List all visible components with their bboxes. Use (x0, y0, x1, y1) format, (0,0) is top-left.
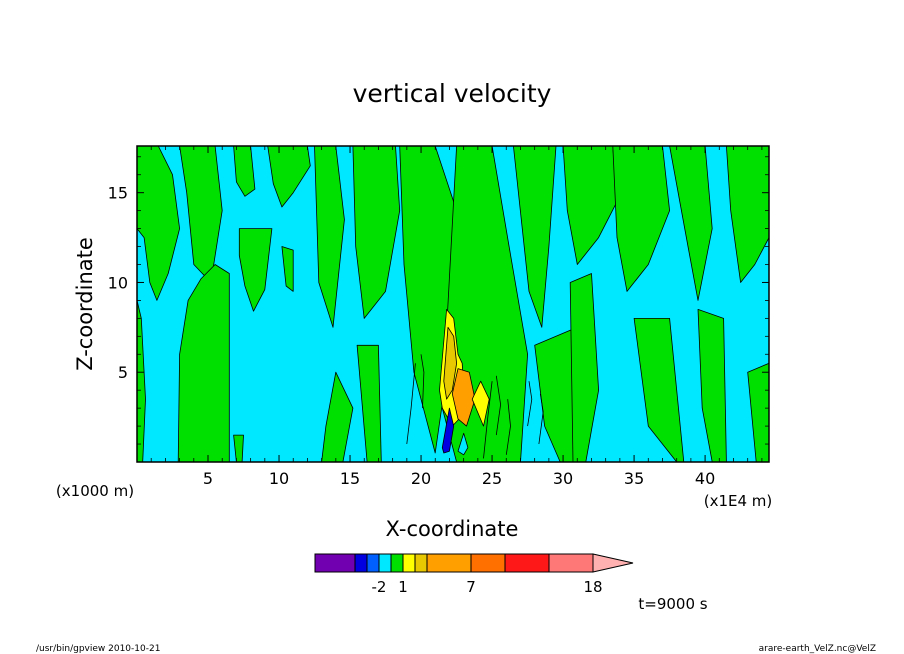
x-axis-unit: (x1E4 m) (704, 492, 773, 510)
contour-region (697, 308, 727, 462)
contour-region (233, 146, 256, 197)
plot-frame (136, 145, 770, 463)
contour-line (527, 381, 533, 427)
x-tick-label: 40 (695, 469, 715, 488)
footer-left: /usr/bin/gpview 2010-10-21 (36, 644, 160, 654)
colorbar-segment (470, 553, 506, 573)
x-axis: 5 10 15 20 25 30 35 40 (150, 146, 763, 488)
colorbar: -2 1 7 18 (314, 553, 634, 596)
x-tick-label: 15 (340, 469, 360, 488)
contour-region (633, 317, 685, 462)
contour-line (483, 381, 493, 459)
colorbar-segment (366, 553, 380, 573)
contour-region (612, 146, 670, 292)
contour-region (177, 264, 230, 462)
contour-region (352, 146, 401, 319)
contour-region (747, 362, 769, 462)
time-label: t=9000 s (638, 595, 707, 613)
contour-region (471, 380, 490, 427)
contour-region (356, 344, 382, 462)
colorbar-segment (426, 553, 472, 573)
x-tick-label: 20 (411, 469, 431, 488)
y-axis-label: Z-coordinate (73, 237, 97, 371)
colorbar-segment (354, 553, 368, 573)
x-tick-label: 35 (624, 469, 644, 488)
colorbar-segment (378, 553, 392, 573)
contour-line (495, 375, 502, 436)
contour-region (314, 146, 345, 328)
colorbar-tick-label: 18 (583, 578, 602, 596)
y-axis-unit: (x1000 m) (56, 482, 134, 500)
contour-region (669, 146, 713, 301)
colorbar-segment (314, 553, 356, 573)
footer-right: arare-earth_VelZ.nc@VelZ (759, 644, 876, 654)
contour-region (441, 407, 455, 454)
contour-region (513, 146, 557, 328)
contour-region (569, 273, 599, 462)
contour-line (420, 354, 425, 409)
colorbar-segment (390, 553, 404, 573)
contour-region (238, 228, 273, 312)
x-tick-label: 30 (553, 469, 573, 488)
contour-region (443, 326, 458, 400)
colorbar-segment (504, 553, 550, 573)
colorbar-tick-label: 7 (466, 578, 476, 596)
colorbar-segment (402, 553, 416, 573)
contour-region (267, 146, 311, 208)
x-tick-label: 5 (203, 469, 213, 488)
colorbar-segment (548, 553, 594, 573)
plot-area (136, 145, 770, 463)
contour-region (233, 434, 244, 462)
contour-line (538, 393, 544, 445)
x-tick-label: 10 (269, 469, 289, 488)
colorbar-tick-label: 1 (398, 578, 408, 596)
contour-region (281, 246, 294, 292)
x-axis-label: X-coordinate (386, 517, 519, 541)
contour-line (406, 363, 416, 445)
y-tick-label: 10 (108, 273, 128, 292)
x-tick-label: 25 (482, 469, 502, 488)
contour-region (562, 146, 618, 265)
contour-line (505, 399, 511, 455)
y-axis: 5 10 15 (108, 156, 769, 445)
contour-region (726, 146, 769, 283)
colorbar-segment (414, 553, 428, 573)
y-tick-label: 5 (118, 363, 128, 382)
colorbar-arrow (592, 553, 634, 573)
colorbar-tick-label: -2 (372, 578, 387, 596)
contour-region (137, 146, 181, 301)
contour-region (457, 432, 469, 456)
chart-title: vertical velocity (353, 79, 552, 108)
y-tick-label: 15 (108, 184, 128, 203)
contour-region (321, 371, 354, 462)
contour-region (137, 299, 146, 462)
